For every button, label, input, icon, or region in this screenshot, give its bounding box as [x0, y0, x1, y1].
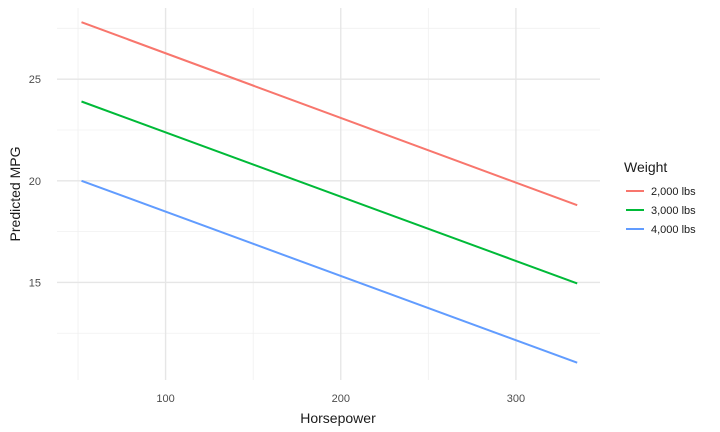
series-lines — [81, 21, 578, 364]
x-axis-tick-labels: 100 200 300 — [156, 393, 525, 405]
y-axis-title: Predicted MPG — [7, 147, 23, 242]
legend-label: 3,000 lbs — [651, 205, 696, 217]
y-tick-label: 25 — [29, 74, 41, 86]
series-line-2-000-lbs — [81, 21, 578, 207]
y-tick-label: 20 — [29, 176, 41, 188]
legend: Weight 2,000 lbs 3,000 lbs 4,000 lbs — [624, 159, 696, 236]
y-axis-tick-labels: 15 20 25 — [29, 74, 41, 289]
series-line-4-000-lbs — [81, 179, 578, 364]
series-line-3-000-lbs — [81, 100, 578, 285]
legend-title: Weight — [624, 159, 667, 175]
x-tick-label: 300 — [507, 393, 525, 405]
y-tick-label: 15 — [29, 277, 41, 289]
major-gridlines — [57, 8, 600, 380]
x-tick-label: 100 — [156, 393, 174, 405]
x-axis-title: Horsepower — [300, 410, 376, 426]
x-tick-label: 200 — [332, 393, 350, 405]
minor-gridlines — [57, 8, 600, 380]
legend-label: 4,000 lbs — [651, 224, 696, 236]
legend-label: 2,000 lbs — [651, 186, 696, 198]
